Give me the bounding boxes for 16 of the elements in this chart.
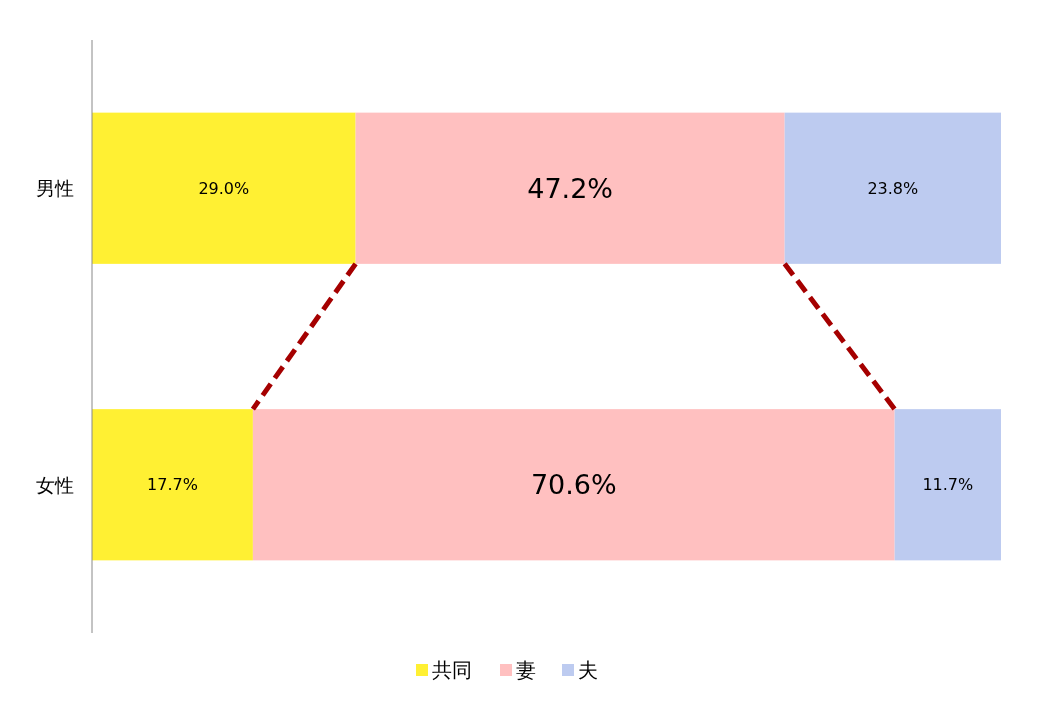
data-label: 29.0%: [198, 178, 250, 198]
bar: [252, 409, 895, 561]
legend-label: 夫: [578, 658, 598, 682]
data-label: 47.2%: [527, 172, 614, 204]
data-label: 23.8%: [867, 178, 919, 198]
bar: [92, 112, 356, 264]
legend-label: 妻: [516, 658, 536, 682]
legend-label: 共同: [432, 658, 472, 682]
bar: [355, 112, 785, 264]
bar: [92, 409, 253, 561]
data-label: 11.7%: [922, 475, 974, 495]
bar: [894, 409, 1001, 561]
data-label: 17.7%: [147, 475, 198, 495]
y-tick-label: 男性: [36, 177, 74, 200]
y-tick-label: 女性: [36, 473, 74, 496]
data-label: 70.6%: [530, 469, 617, 501]
